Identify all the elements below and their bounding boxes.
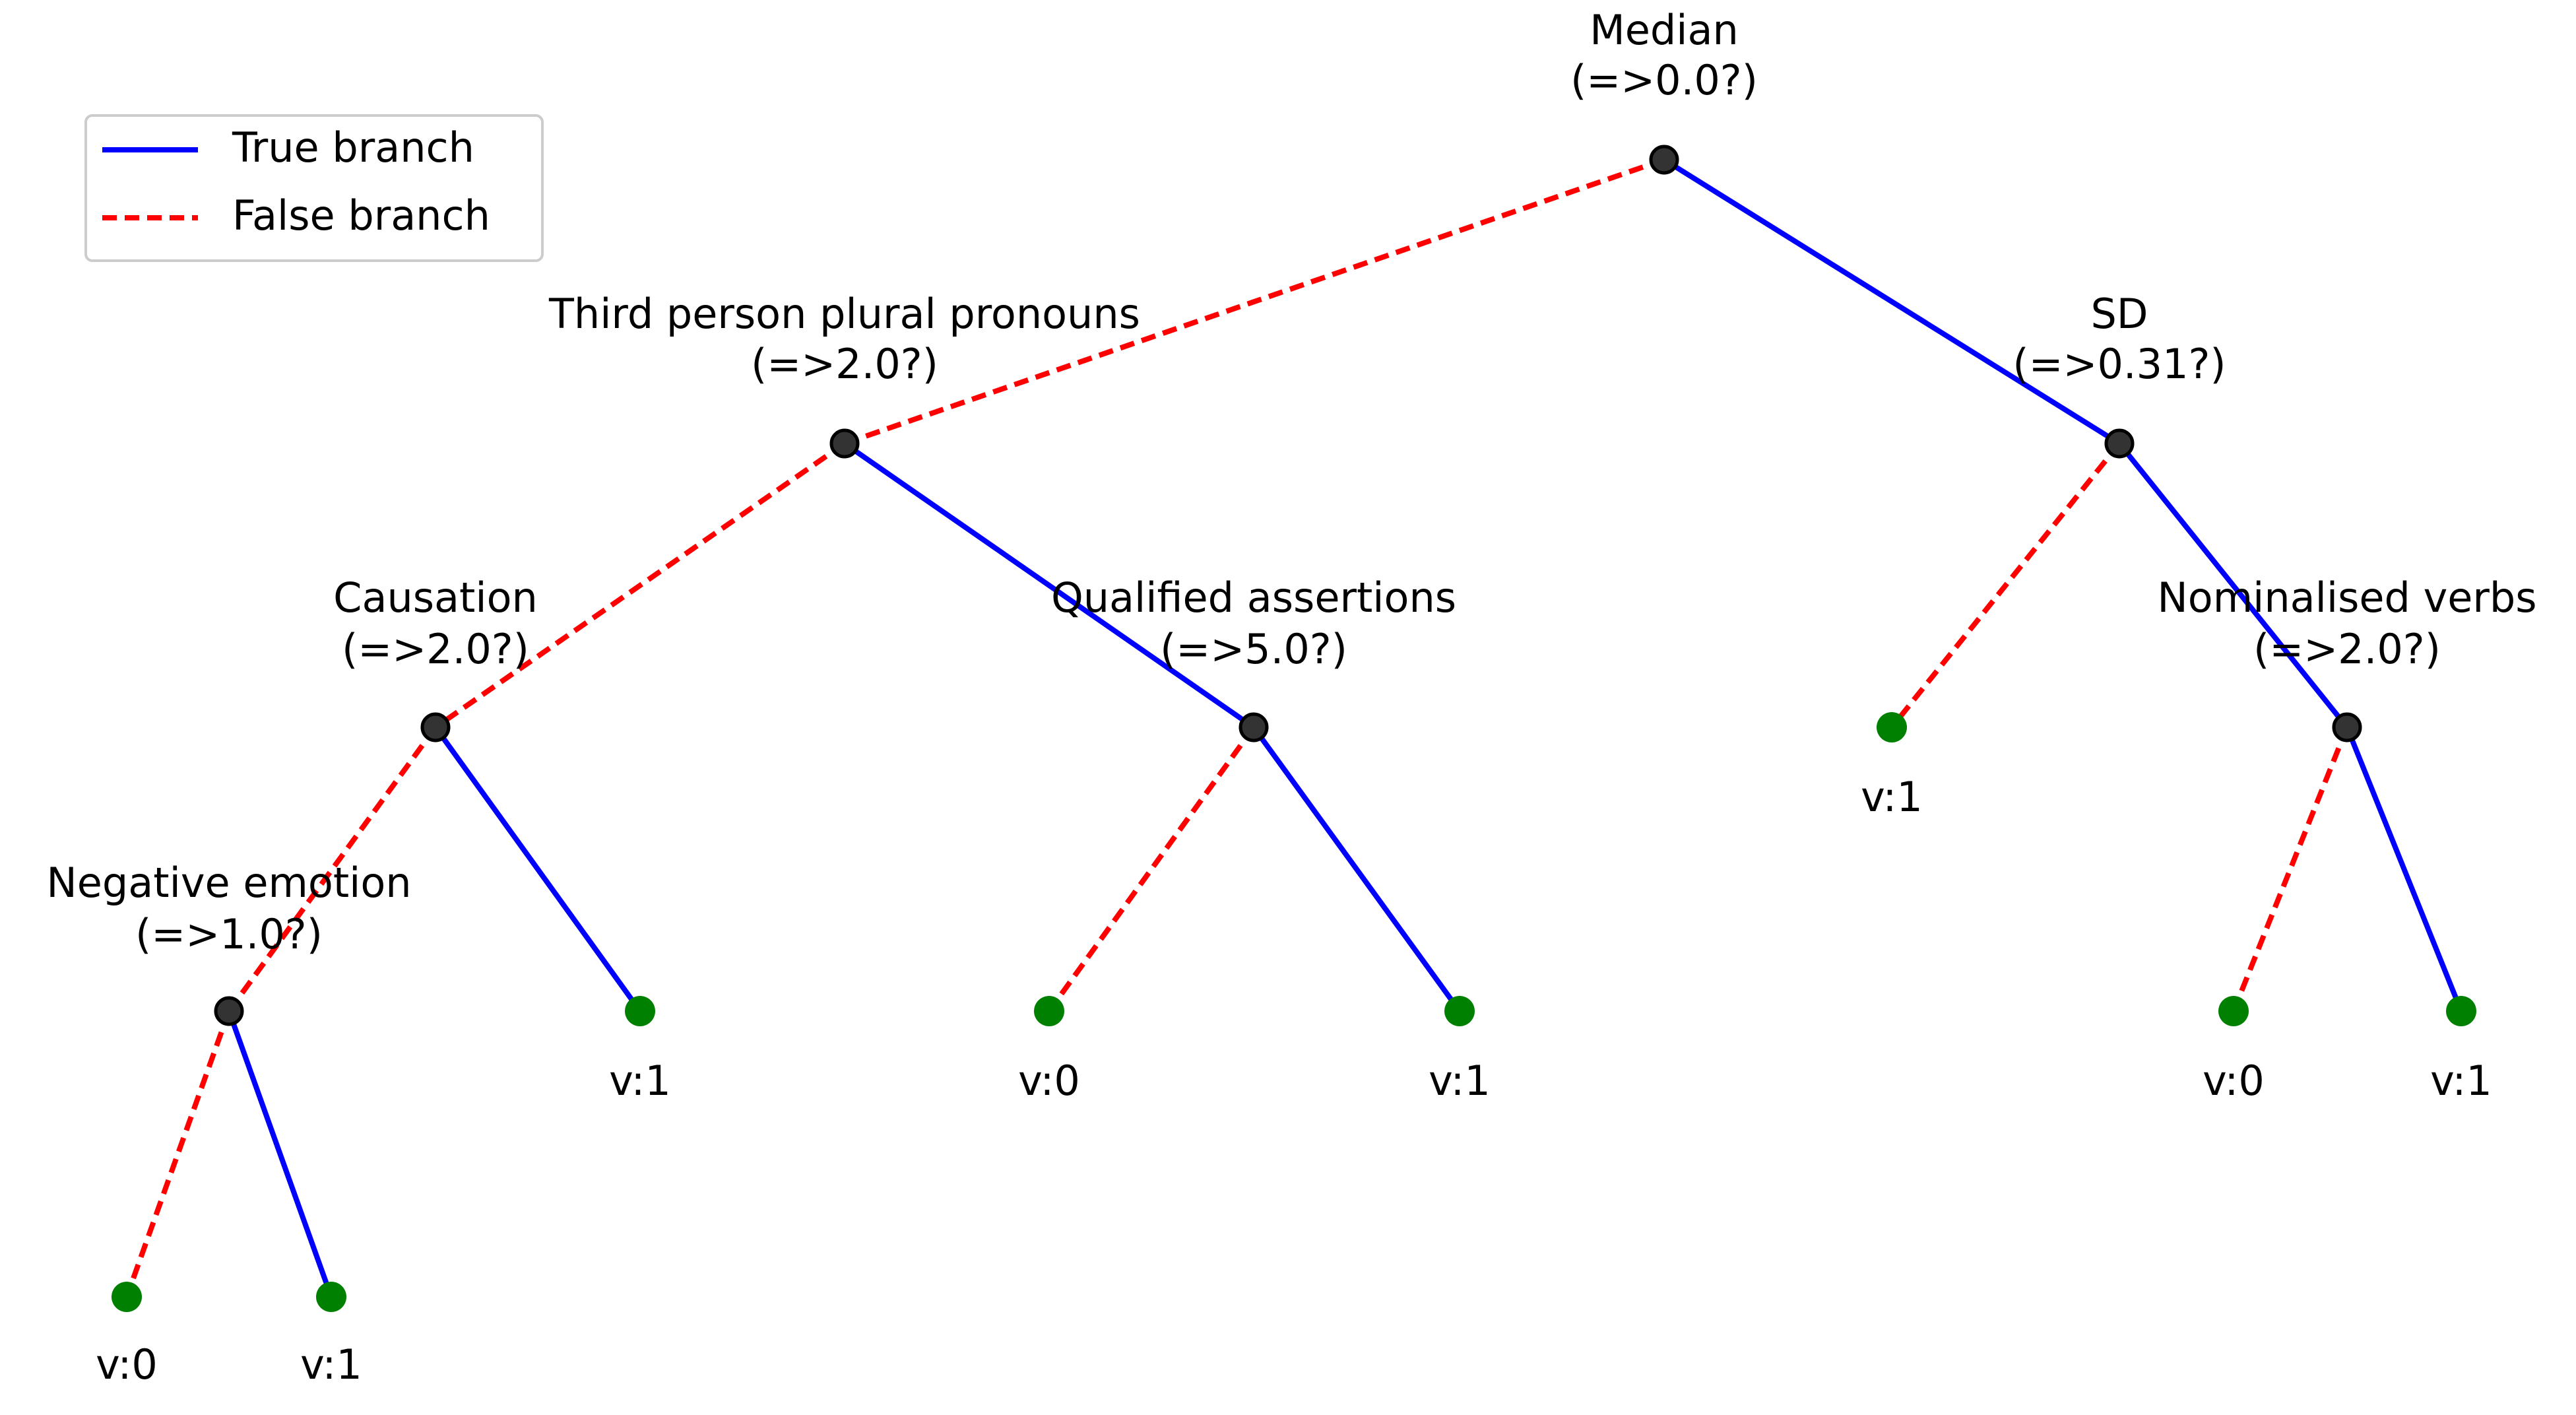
node-condition: (=>1.0?) — [135, 910, 323, 958]
decision-node — [2104, 428, 2135, 459]
node-condition: (=>5.0?) — [1160, 625, 1347, 673]
node-label: Nominalised verbs — [2157, 574, 2536, 622]
leaf-label: v:0 — [1018, 1057, 1080, 1105]
leaf-label: v:1 — [1429, 1057, 1491, 1105]
node-condition: (=>2.0?) — [751, 340, 938, 388]
decision-node — [214, 996, 244, 1026]
false-edge — [226, 725, 438, 1013]
legend-box — [84, 114, 544, 262]
edges — [124, 157, 2464, 1298]
node-condition: (=>2.0?) — [2253, 625, 2441, 673]
leaf-labels: v:1 v:1 v:0 v:1 v:0 v:1 v:0 v:1 — [96, 773, 2492, 1389]
true-edge — [433, 725, 643, 1013]
false-edge — [1889, 442, 2122, 729]
node-condition: (=>0.31?) — [2012, 340, 2226, 388]
legend: True branch False branch — [84, 114, 544, 262]
leaf-node — [1034, 996, 1064, 1026]
true-edge — [1251, 725, 1462, 1013]
leaf-label: v:1 — [2430, 1057, 2492, 1105]
decision-node — [1649, 145, 1679, 175]
true-edge — [226, 1010, 334, 1298]
leaf-node — [1877, 712, 1907, 742]
node-condition: (=>2.0?) — [342, 625, 529, 673]
false-edge — [2231, 726, 2350, 1012]
legend-label: True branch — [232, 123, 474, 172]
leaf-label: v:1 — [300, 1340, 362, 1389]
leaf-label: v:0 — [2203, 1057, 2265, 1105]
leaf-label: v:1 — [1861, 773, 1923, 821]
decision-node — [829, 428, 860, 459]
leaf-node — [112, 1282, 142, 1312]
false-edge — [843, 157, 1665, 446]
node-label: Negative emotion — [46, 859, 411, 907]
false-edge — [124, 1010, 232, 1298]
true-edge — [843, 441, 1256, 730]
leaf-label: v:1 — [609, 1057, 671, 1105]
false-edge — [434, 441, 847, 730]
leaf-node — [2218, 996, 2249, 1026]
leaf-label: v:0 — [96, 1340, 158, 1389]
legend-label: False branch — [232, 191, 490, 240]
leaf-node — [625, 996, 655, 1026]
true-edge — [2117, 442, 2350, 729]
node-label: Qualified assertions — [1051, 574, 1456, 622]
false-edge — [1046, 725, 1256, 1013]
leaf-node — [2446, 996, 2476, 1026]
leaf-nodes — [112, 712, 2476, 1312]
true-edge — [1662, 157, 2121, 446]
node-label: SD — [2090, 290, 2148, 338]
leaf-node — [1444, 996, 1475, 1026]
node-label: Median — [1590, 6, 1739, 54]
decision-node — [1239, 712, 1269, 742]
node-label: Causation — [333, 574, 538, 622]
node-label: Third person plural pronouns — [548, 290, 1140, 338]
leaf-node — [316, 1282, 346, 1312]
decision-nodes — [214, 145, 2362, 1026]
decision-node — [2332, 712, 2362, 742]
true-edge — [2344, 726, 2464, 1012]
node-condition: (=>0.0?) — [1570, 56, 1758, 104]
decision-node — [420, 712, 451, 742]
node-labels: Median (=>0.0?) Third person plural pron… — [46, 6, 2536, 958]
